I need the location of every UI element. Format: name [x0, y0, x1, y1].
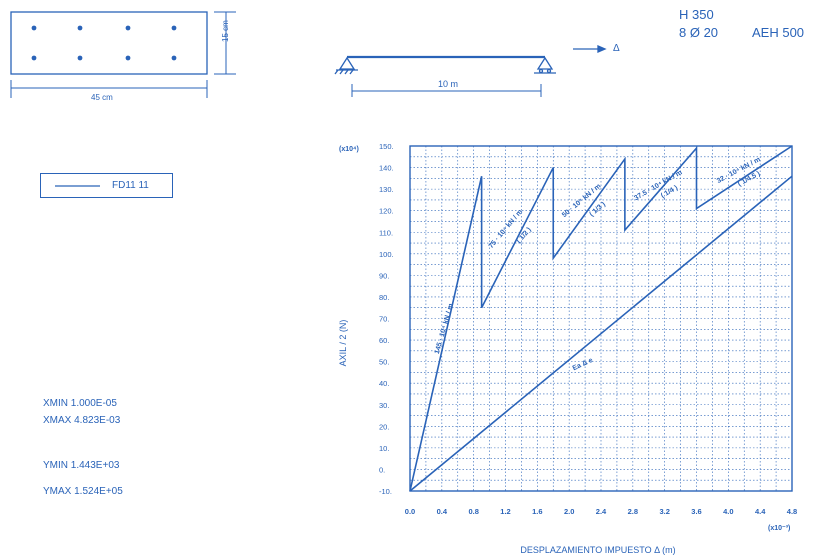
x-multiplier: (x10⁻³)	[768, 525, 790, 532]
x-tick-label: 0.8	[468, 507, 478, 516]
series-line-2	[409, 175, 793, 492]
y-axis-label: AXIL / 2 (N)	[338, 320, 348, 367]
y-tick-label: 70.	[379, 315, 389, 324]
x-tick-label: 0.0	[405, 507, 415, 516]
x-tick-label: 2.8	[628, 507, 638, 516]
rebar-dot	[31, 55, 37, 61]
y-tick-label: 30.	[379, 401, 389, 410]
x-tick-label: 1.2	[500, 507, 510, 516]
rebar-dot	[125, 55, 131, 61]
annotation-label: 145 · 10⁴ kN / m	[434, 303, 455, 355]
section-width-label: 45 cm	[91, 93, 113, 102]
annotation-label: Ea Δ e	[572, 357, 594, 372]
x-tick-label: 2.4	[596, 507, 607, 516]
beam-span-label: 10 m	[438, 79, 459, 89]
pin-support	[338, 56, 356, 70]
cross-section	[10, 11, 236, 98]
x-tick-label: 1.6	[532, 507, 542, 516]
stat-xmax: XMAX 4.823E-03	[43, 415, 121, 426]
y-tick-label: 150.	[379, 142, 394, 151]
y-tick-label: 100.	[379, 250, 394, 259]
rebar-dot	[77, 25, 83, 31]
plot-frame	[409, 145, 793, 492]
displacement-label: Δ	[613, 43, 620, 54]
roller-support	[536, 56, 554, 70]
y-tick-label: 140.	[379, 164, 394, 173]
x-tick-label: 4.8	[787, 507, 797, 516]
y-tick-label: 10.	[379, 444, 389, 453]
rebar-dot	[171, 55, 177, 61]
x-tick-label: 3.6	[691, 507, 701, 516]
x-tick-label: 0.4	[437, 507, 448, 516]
x-axis-label: DESPLAZAMIENTO IMPUESTO Δ (m)	[520, 545, 675, 555]
y-tick-label: 130.	[379, 185, 394, 194]
stat-ymax: YMAX 1.524E+05	[43, 486, 123, 497]
rebar-dot	[125, 25, 131, 31]
stat-ymin: YMIN 1.443E+03	[43, 460, 120, 471]
y-tick-label: 120.	[379, 207, 394, 216]
section-outline	[10, 11, 208, 75]
rebar-spec: 8 Ø 20	[679, 25, 719, 40]
y-tick-label: 60.	[379, 336, 389, 345]
x-tick-label: 3.2	[659, 507, 669, 516]
rebar-dot	[77, 55, 83, 61]
annotation-label: ( 1/3 )	[588, 201, 607, 218]
y-tick-label: 20.	[379, 422, 389, 431]
beam-diagram	[334, 45, 607, 97]
x-tick-label: 4.4	[755, 507, 766, 516]
y-tick-label: 40.	[379, 379, 389, 388]
y-tick-label: 110.	[379, 228, 393, 237]
legend-label: FD11 11	[112, 180, 149, 191]
y-tick-label: 0.	[379, 465, 385, 474]
concrete-grade: H 350	[679, 7, 714, 22]
rebar-dot	[31, 25, 37, 31]
y-tick-label: 80.	[379, 293, 389, 302]
series-line-1	[409, 145, 793, 492]
steel-grade: AEH 500	[752, 25, 805, 40]
y-multiplier: (x10⁴)	[339, 146, 359, 153]
legend-box	[40, 173, 173, 198]
y-tick-label: 50.	[379, 358, 389, 367]
rebar-dot	[171, 25, 177, 31]
y-tick-label: 90.	[379, 271, 389, 280]
stat-xmin: XMIN 1.000E-05	[43, 398, 117, 409]
x-tick-label: 2.0	[564, 507, 574, 516]
y-tick-label: -10.	[379, 487, 392, 496]
x-tick-label: 4.0	[723, 507, 733, 516]
